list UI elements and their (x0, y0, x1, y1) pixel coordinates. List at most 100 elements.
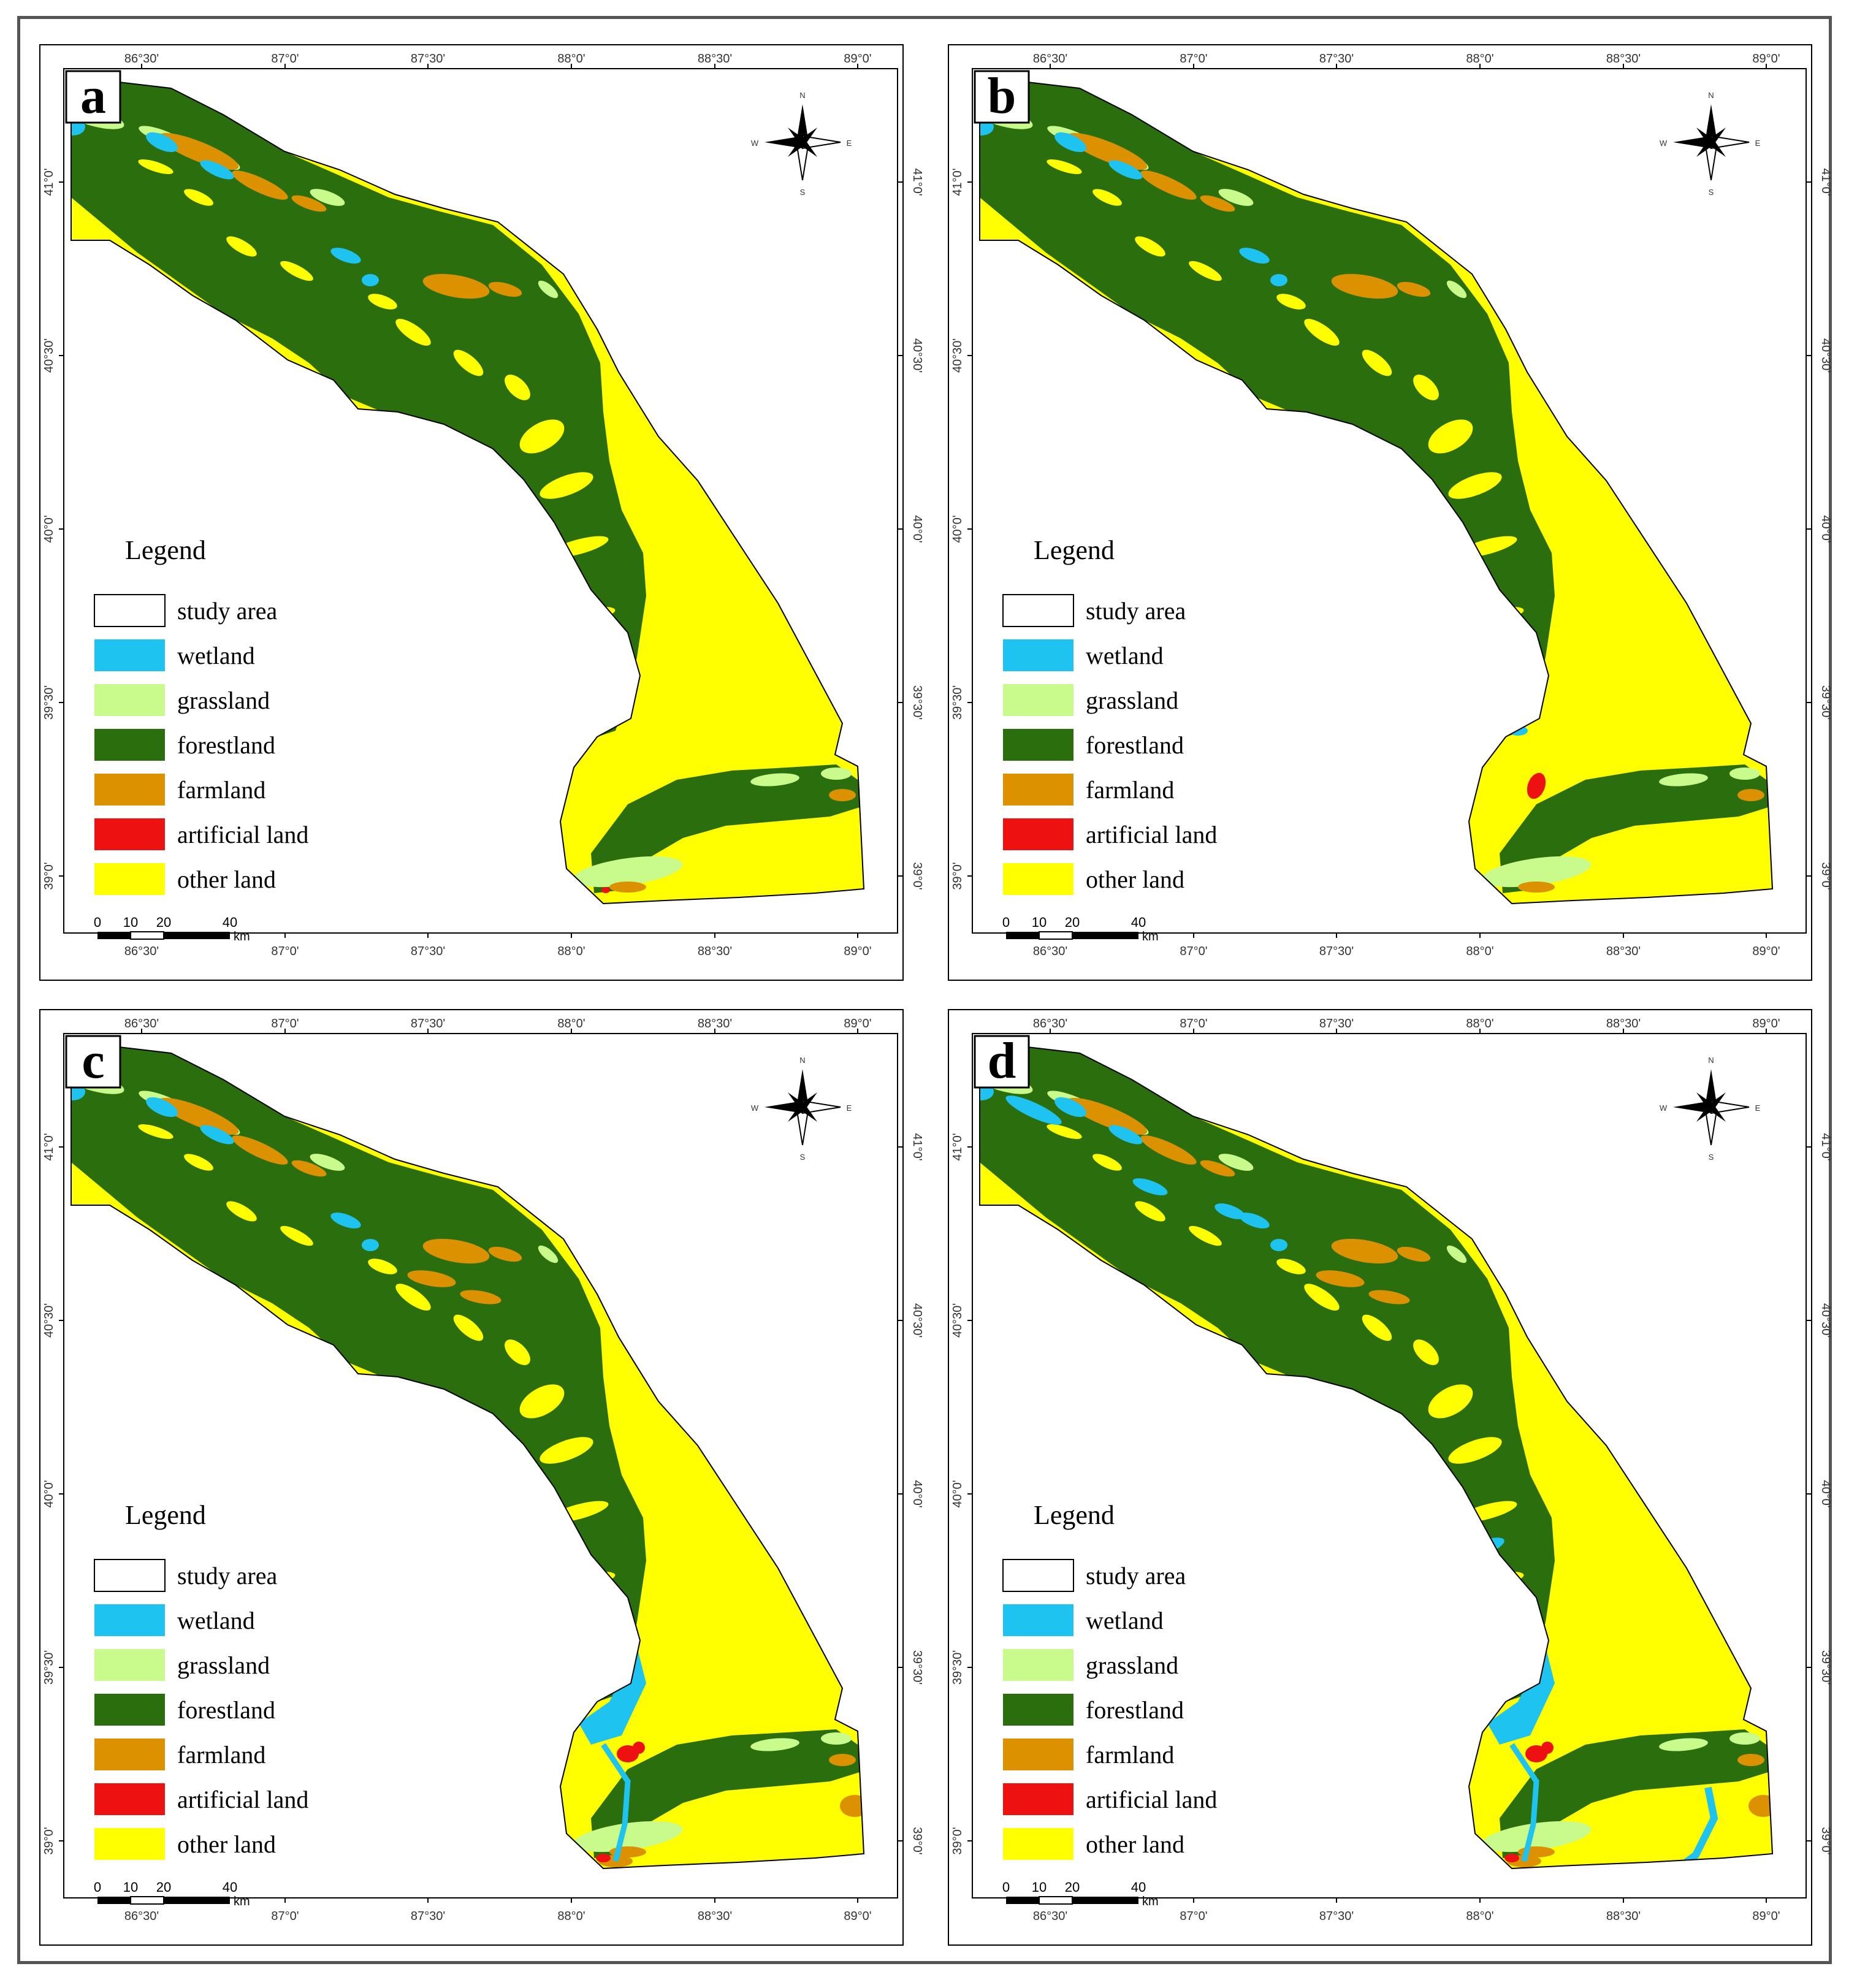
lat-label-left: 41°0' (42, 1133, 56, 1160)
panel-label: c (82, 1032, 104, 1089)
compass-diagonal-point (787, 139, 806, 158)
grassland-patch (538, 280, 559, 299)
scale-seg (1006, 1897, 1039, 1904)
study-area-outline (71, 1046, 865, 1870)
panel-label: d (988, 1032, 1016, 1089)
farmland-patch (1397, 281, 1431, 297)
other-land-gap (1135, 236, 1165, 257)
scale-seg (1039, 931, 1073, 940)
land-cover-layer (71, 1047, 864, 1867)
other-land-gap (519, 1384, 565, 1419)
forestland-corridor (980, 1047, 1555, 1705)
longitude-labels: 86°30' 86°30' 87°0' 87°0' 87°30' 87°30' 88°0' 8… (1033, 52, 1780, 958)
lon-label-top: 87°30' (411, 1017, 445, 1030)
scale-seg (164, 932, 230, 939)
lon-label-bottom: 89°0' (1752, 1910, 1780, 1923)
legend-swatch-forestland (1003, 1694, 1073, 1726)
latitude-labels: 41°0' 41°0' 40°30' 40°30' 40°0' 40°0' 39°30' 39… (951, 1133, 1832, 1854)
legend-label-wetland: wetland (177, 642, 255, 669)
legend-swatch-artificial-land (94, 1783, 165, 1815)
wetland-patch (1108, 1125, 1143, 1144)
farmland-patch (232, 1135, 288, 1165)
grassland-patch (1481, 856, 1592, 888)
compass-letter-n: N (1708, 91, 1714, 100)
legend-swatch-artificial-land (1003, 1783, 1073, 1815)
study-area-outline (979, 81, 1774, 905)
latitude-labels: 41°0' 41°0' 40°30' 40°30' 40°0' 40°0' 39°30' 39… (42, 168, 924, 889)
lat-label-right: 39°30' (1819, 1650, 1832, 1685)
legend-swatch-wetland (94, 1604, 165, 1636)
wetland-patch (1132, 1178, 1168, 1195)
grassland-patch (1446, 1245, 1467, 1263)
forestland-corridor (71, 1047, 646, 1705)
lon-label-bottom: 89°0' (844, 945, 871, 958)
other-land-gap (1304, 1284, 1340, 1311)
compass-diagonal-point (787, 127, 806, 145)
artificial-land-patch (1504, 1854, 1519, 1862)
grassland-patch (573, 1821, 683, 1853)
lat-label-right: 39°0' (910, 1827, 924, 1854)
grassland-patch (310, 1154, 345, 1171)
lat-label-right: 40°30' (910, 338, 924, 373)
other-land-gap (138, 1124, 173, 1139)
wetland-patch (200, 1125, 234, 1144)
farmland-patch (1737, 1754, 1764, 1766)
lat-label-left: 39°30' (42, 1650, 56, 1685)
legend-label-forestland: forestland (177, 1696, 275, 1724)
lon-label-bottom: 88°0' (557, 945, 585, 958)
wetland-patch (146, 132, 178, 153)
scale-tick-label: 20 (1065, 1879, 1080, 1895)
compass-diagonal-point (787, 1092, 806, 1110)
farmland-patch (1200, 1160, 1235, 1177)
lon-label-top: 88°0' (1466, 1017, 1493, 1030)
panel-label-box (65, 70, 121, 124)
lat-label-left: 40°30' (951, 1303, 964, 1338)
compass-letter-e: E (1755, 1103, 1761, 1113)
lon-label-bottom: 87°30' (1319, 1910, 1354, 1923)
map-panel-a: 86°30' 86°30' 87°0' 87°0' 87°30' 87°30' 88°0' 8… (39, 44, 924, 981)
lat-label-left: 40°30' (42, 1303, 56, 1338)
legend-label-farmland: farmland (1086, 1741, 1174, 1769)
lon-label-top: 87°0' (1180, 1017, 1207, 1030)
scale-tick-label: 10 (123, 915, 138, 930)
legend-label-farmland: farmland (1086, 776, 1174, 804)
land-cover-layer (980, 1047, 1772, 1867)
farmland-patch (1140, 170, 1197, 200)
other-land-gap (1362, 1314, 1392, 1341)
wetland-patch (362, 1239, 379, 1251)
legend-swatch-farmland (1003, 774, 1073, 805)
grassland-patch (1218, 189, 1254, 206)
legend-swatch-artificial-land (94, 818, 165, 850)
scale-tick-label: 20 (1065, 915, 1080, 930)
legend-swatch-study-area (94, 1559, 166, 1592)
farmland-patch (1140, 1135, 1197, 1165)
lon-label-top: 89°0' (844, 52, 871, 66)
legend-swatch-forestland (94, 729, 165, 761)
compass-letter-e: E (847, 1103, 852, 1113)
lon-label-top: 88°0' (1466, 52, 1493, 66)
other-land-gap (368, 1259, 397, 1274)
legend-label-study-area: study area (177, 1562, 278, 1590)
legend-swatch-study-area (94, 594, 166, 627)
legend-swatch-grassland (94, 684, 165, 716)
compass-letter-n: N (799, 91, 805, 100)
latitude-labels: 41°0' 41°0' 40°30' 40°30' 40°0' 40°0' 39°30' 39… (42, 1133, 924, 1854)
artificial-land-patch (1527, 772, 1546, 799)
farmland-patch (1518, 882, 1555, 893)
other-land-gap (1189, 261, 1222, 281)
wetland-patch (1005, 1095, 1062, 1125)
wetland-patch (1270, 274, 1287, 286)
scale-tick-label: 40 (223, 1879, 237, 1895)
compass-west-point (1673, 1101, 1711, 1113)
grassland-patch (750, 773, 799, 786)
wetland-patch (330, 1213, 361, 1228)
other-land-gap (1092, 189, 1122, 206)
legend-label-artificial-land: artificial land (1086, 1786, 1217, 1813)
compass-west-point (1673, 136, 1711, 148)
legend-label-grassland: grassland (1086, 687, 1178, 714)
lat-label-right: 39°0' (1819, 862, 1832, 889)
forestland-south-river (591, 1729, 860, 1858)
other-land-gap (1276, 1259, 1306, 1274)
legend-swatch-wetland (1003, 639, 1073, 671)
